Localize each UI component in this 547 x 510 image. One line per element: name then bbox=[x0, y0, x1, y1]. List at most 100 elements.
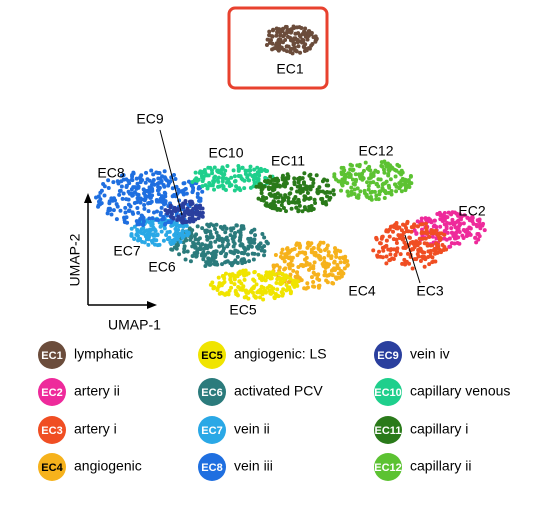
point bbox=[279, 203, 284, 208]
point bbox=[190, 228, 195, 233]
point bbox=[181, 240, 186, 245]
point bbox=[136, 237, 141, 242]
point bbox=[366, 184, 371, 189]
point bbox=[414, 231, 419, 236]
point bbox=[258, 166, 263, 171]
point bbox=[208, 240, 213, 245]
point bbox=[394, 223, 399, 228]
point bbox=[200, 210, 205, 215]
point bbox=[275, 277, 280, 282]
point bbox=[254, 282, 259, 287]
point bbox=[155, 233, 160, 238]
point bbox=[318, 248, 323, 253]
point bbox=[175, 206, 180, 211]
point bbox=[267, 29, 272, 34]
point bbox=[270, 41, 275, 46]
point bbox=[290, 51, 295, 56]
point bbox=[325, 243, 330, 248]
legend: EC1 lymphatic EC2 artery ii EC3 artery i EC4 an… bbox=[38, 341, 510, 481]
point bbox=[124, 183, 129, 188]
point bbox=[326, 273, 331, 278]
point bbox=[151, 172, 156, 177]
point bbox=[290, 255, 295, 260]
point bbox=[173, 227, 178, 232]
point bbox=[332, 172, 337, 177]
point bbox=[295, 37, 300, 42]
point bbox=[412, 228, 417, 233]
point bbox=[213, 239, 218, 244]
point bbox=[292, 25, 297, 30]
point bbox=[184, 191, 189, 196]
point bbox=[217, 244, 222, 249]
point bbox=[346, 193, 351, 198]
point bbox=[96, 203, 101, 208]
point bbox=[455, 227, 460, 232]
point bbox=[149, 168, 154, 173]
point bbox=[290, 200, 295, 205]
legend-badge-text: EC6 bbox=[201, 387, 222, 399]
point bbox=[302, 197, 307, 202]
point bbox=[220, 166, 225, 171]
point bbox=[162, 226, 167, 231]
point bbox=[242, 246, 247, 251]
point bbox=[316, 272, 321, 277]
legend-badge bbox=[198, 453, 226, 481]
point bbox=[422, 264, 427, 269]
point bbox=[311, 250, 316, 255]
point bbox=[293, 48, 298, 53]
point bbox=[313, 34, 318, 39]
legend-badge bbox=[374, 453, 402, 481]
point bbox=[303, 186, 308, 191]
point bbox=[224, 259, 229, 264]
point bbox=[221, 186, 226, 191]
point bbox=[280, 271, 285, 276]
point bbox=[142, 229, 147, 234]
point bbox=[419, 216, 424, 221]
legend-label: capillary ii bbox=[410, 458, 471, 474]
point bbox=[408, 174, 413, 179]
point bbox=[347, 174, 352, 179]
point bbox=[266, 187, 271, 192]
point bbox=[240, 261, 245, 266]
point bbox=[179, 216, 184, 221]
point bbox=[271, 199, 276, 204]
point bbox=[138, 200, 143, 205]
legend-label: vein iii bbox=[234, 458, 273, 474]
point bbox=[256, 172, 261, 177]
point bbox=[190, 190, 195, 195]
point bbox=[184, 209, 189, 214]
point bbox=[334, 177, 339, 182]
legend-badge bbox=[198, 341, 226, 369]
legend-badge bbox=[374, 378, 402, 406]
point bbox=[274, 281, 279, 286]
point bbox=[208, 229, 213, 234]
point bbox=[125, 220, 130, 225]
point bbox=[151, 238, 156, 243]
point bbox=[124, 197, 129, 202]
point bbox=[123, 205, 128, 210]
point bbox=[232, 282, 237, 287]
point bbox=[353, 179, 358, 184]
point bbox=[280, 281, 285, 286]
point bbox=[170, 247, 175, 252]
point bbox=[235, 249, 240, 254]
point bbox=[185, 249, 190, 254]
cluster-label: EC6 bbox=[148, 259, 175, 275]
point bbox=[325, 178, 330, 183]
point bbox=[239, 224, 244, 229]
point bbox=[178, 239, 183, 244]
point bbox=[200, 175, 205, 180]
point bbox=[382, 195, 387, 200]
point bbox=[195, 224, 200, 229]
point bbox=[101, 182, 106, 187]
point bbox=[284, 44, 289, 49]
cluster-label: EC2 bbox=[458, 203, 485, 219]
legend-badge bbox=[374, 416, 402, 444]
point bbox=[297, 25, 302, 30]
point bbox=[195, 191, 200, 196]
point bbox=[106, 185, 111, 190]
point bbox=[425, 231, 430, 236]
point bbox=[279, 250, 284, 255]
point bbox=[196, 177, 201, 182]
point bbox=[424, 227, 429, 232]
